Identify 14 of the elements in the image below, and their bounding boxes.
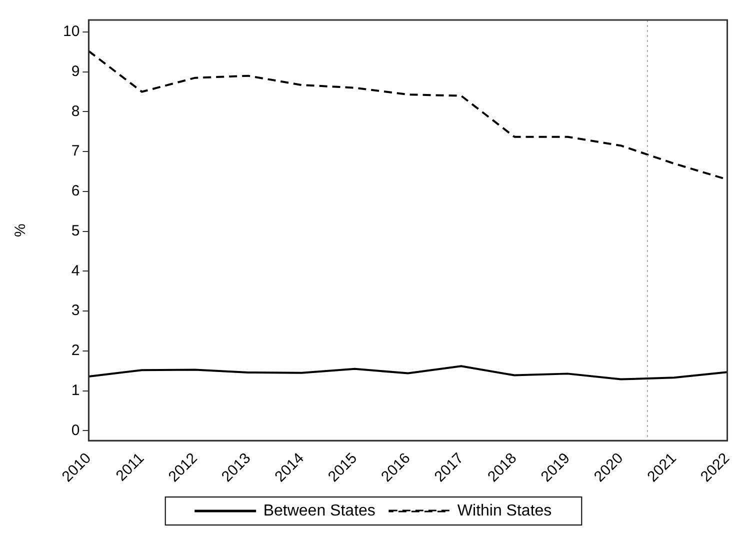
y-tick-label: 9 bbox=[71, 62, 80, 80]
y-tick-label: 4 bbox=[71, 262, 80, 280]
y-tick-label: 1 bbox=[71, 382, 80, 399]
y-tick-label: 6 bbox=[71, 182, 80, 200]
y-tick-label: 3 bbox=[71, 302, 80, 320]
y-tick-label: 2 bbox=[71, 342, 80, 360]
y-tick-label: 7 bbox=[71, 142, 80, 160]
legend-label: Between States bbox=[263, 502, 376, 520]
y-tick-label: 10 bbox=[62, 23, 80, 40]
y-tick-label: 0 bbox=[71, 422, 80, 439]
y-tick-label: 5 bbox=[71, 222, 80, 240]
legend-label: Within States bbox=[457, 502, 552, 520]
y-axis-title: % bbox=[12, 224, 30, 238]
y-tick-label: 8 bbox=[71, 102, 80, 120]
